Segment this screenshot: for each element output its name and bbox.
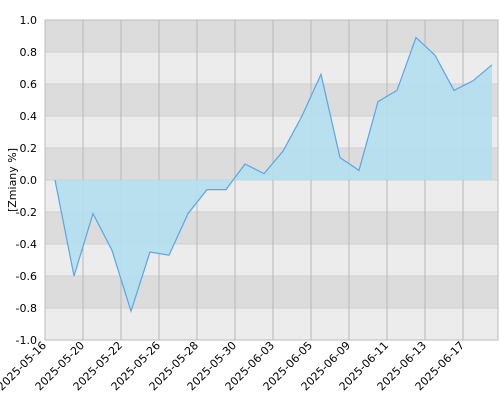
plot-frame <box>44 19 499 341</box>
y-tick-label: 0.6 <box>20 78 38 91</box>
y-tick-label: 1.0 <box>20 14 38 27</box>
area-fill <box>55 37 492 312</box>
grid-band <box>45 308 498 340</box>
y-tick-label: 0.0 <box>20 174 38 187</box>
y-tick-label: -0.8 <box>16 302 37 315</box>
grid-band <box>45 20 498 52</box>
grid-band <box>45 276 498 308</box>
y-tick-label: -0.6 <box>16 270 37 283</box>
y-tick-label: 0.4 <box>20 110 38 123</box>
y-tick-label: -0.4 <box>16 238 37 251</box>
y-tick-label: -0.2 <box>16 206 37 219</box>
y-tick-label: 0.2 <box>20 142 38 155</box>
y-tick-label: 0.8 <box>20 46 38 59</box>
area-line <box>54 36 493 314</box>
y-axis-label: [Zmiany %] <box>6 148 19 212</box>
y-tick-label: -1.0 <box>16 334 37 347</box>
